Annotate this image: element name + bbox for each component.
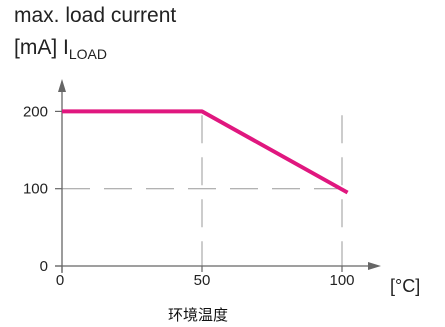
series-line-0 [62,109,349,195]
x-tick-label-0: 0 [56,272,64,289]
x-tick-label-100: 100 [329,272,354,289]
y-axis-subscript: LOAD [68,46,107,62]
grid [62,115,343,266]
y-tick-label-100: 100 [23,181,48,198]
y-tick-label-200: 200 [23,103,48,120]
ticks: 0 100 200 0 50 100 [23,103,355,289]
y-axis-symbol: I [63,36,69,59]
y-axis-arrow [58,79,66,92]
y-axis-label: [mA] ILOAD [14,36,107,62]
y-axis-unit: [mA] [14,36,58,59]
chart-title: max. load current [14,4,177,27]
x-axis-arrow [368,262,381,270]
series [62,109,349,195]
y-tick-label-0: 0 [40,258,48,275]
x-axis-unit: [°C] [390,276,420,296]
axes [55,79,381,273]
x-tick-label-50: 50 [194,272,211,289]
x-axis-caption: 环境温度 [168,306,228,324]
